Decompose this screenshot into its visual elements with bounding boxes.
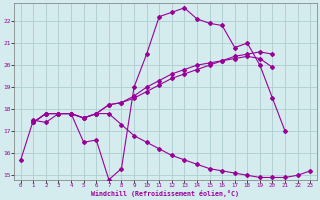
X-axis label: Windchill (Refroidissement éolien,°C): Windchill (Refroidissement éolien,°C): [92, 190, 239, 197]
